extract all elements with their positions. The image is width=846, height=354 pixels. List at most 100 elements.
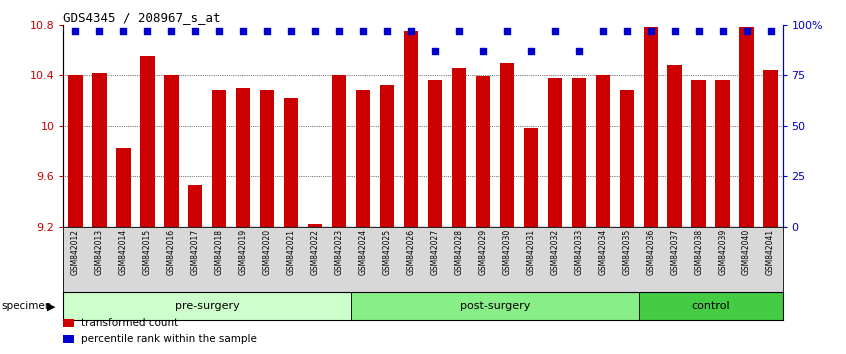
Text: GDS4345 / 208967_s_at: GDS4345 / 208967_s_at — [63, 11, 221, 24]
Point — [404, 28, 418, 34]
Text: GSM842019: GSM842019 — [239, 229, 248, 275]
Text: GSM842028: GSM842028 — [454, 229, 464, 274]
Point — [164, 28, 178, 34]
Bar — [92, 73, 107, 227]
Text: ▶: ▶ — [47, 301, 55, 311]
Text: GSM842024: GSM842024 — [359, 229, 367, 275]
Bar — [596, 75, 610, 227]
Point — [667, 28, 681, 34]
Bar — [116, 148, 130, 227]
Bar — [547, 78, 562, 227]
Text: GSM842038: GSM842038 — [695, 229, 703, 275]
Point — [452, 28, 465, 34]
Text: pre-surgery: pre-surgery — [175, 301, 239, 311]
Point — [644, 28, 657, 34]
Text: GSM842014: GSM842014 — [119, 229, 128, 275]
Text: GSM842036: GSM842036 — [646, 229, 655, 275]
Bar — [452, 68, 466, 227]
Text: GSM842012: GSM842012 — [71, 229, 80, 274]
Bar — [188, 185, 202, 227]
Point — [524, 48, 537, 54]
Point — [739, 28, 753, 34]
Bar — [260, 90, 274, 227]
Bar — [475, 76, 490, 227]
Bar — [69, 75, 83, 227]
Bar — [236, 88, 250, 227]
Point — [92, 28, 106, 34]
Point — [69, 28, 82, 34]
Bar — [351, 292, 639, 320]
Point — [620, 28, 634, 34]
Text: GSM842030: GSM842030 — [503, 229, 511, 275]
Text: GSM842031: GSM842031 — [526, 229, 536, 275]
Text: GSM842020: GSM842020 — [263, 229, 272, 275]
Bar — [404, 31, 418, 227]
Text: GSM842034: GSM842034 — [598, 229, 607, 275]
Bar — [644, 27, 658, 227]
Text: GSM842027: GSM842027 — [431, 229, 439, 275]
Text: GSM842021: GSM842021 — [287, 229, 295, 274]
Bar — [284, 98, 299, 227]
Text: GSM842022: GSM842022 — [310, 229, 320, 274]
Bar — [691, 80, 706, 227]
Bar — [572, 78, 586, 227]
Text: GSM842040: GSM842040 — [742, 229, 751, 275]
Point — [284, 28, 298, 34]
Bar — [164, 75, 179, 227]
Point — [117, 28, 130, 34]
Bar — [667, 65, 682, 227]
Bar — [716, 80, 730, 227]
Text: GSM842032: GSM842032 — [551, 229, 559, 275]
Bar — [308, 224, 322, 227]
Text: GSM842017: GSM842017 — [191, 229, 200, 275]
Point — [764, 28, 777, 34]
Text: GSM842015: GSM842015 — [143, 229, 151, 275]
Text: GSM842033: GSM842033 — [574, 229, 583, 275]
Text: percentile rank within the sample: percentile rank within the sample — [81, 334, 257, 344]
Point — [236, 28, 250, 34]
Point — [332, 28, 346, 34]
Point — [356, 28, 370, 34]
Point — [716, 28, 729, 34]
Bar — [524, 128, 538, 227]
Text: GSM842041: GSM842041 — [766, 229, 775, 275]
Bar — [356, 90, 371, 227]
Text: control: control — [691, 301, 730, 311]
Text: GSM842013: GSM842013 — [95, 229, 104, 275]
Point — [308, 28, 321, 34]
Point — [140, 28, 154, 34]
Point — [428, 48, 442, 54]
Bar — [63, 292, 351, 320]
Point — [692, 28, 706, 34]
Bar — [763, 70, 777, 227]
Point — [548, 28, 562, 34]
Point — [189, 28, 202, 34]
Bar — [500, 63, 514, 227]
Point — [212, 28, 226, 34]
Text: GSM842026: GSM842026 — [407, 229, 415, 275]
Point — [476, 48, 490, 54]
Text: GSM842029: GSM842029 — [479, 229, 487, 275]
Text: GSM842039: GSM842039 — [718, 229, 727, 275]
Bar — [380, 85, 394, 227]
Text: transformed count: transformed count — [81, 318, 179, 328]
Point — [261, 28, 274, 34]
Text: GSM842018: GSM842018 — [215, 229, 223, 274]
Bar — [739, 27, 754, 227]
Bar — [332, 75, 346, 227]
Point — [380, 28, 393, 34]
Bar — [639, 292, 783, 320]
Text: specimen: specimen — [2, 301, 52, 311]
Text: GSM842035: GSM842035 — [623, 229, 631, 275]
Bar — [428, 80, 442, 227]
Bar — [619, 90, 634, 227]
Text: GSM842023: GSM842023 — [335, 229, 343, 275]
Point — [596, 28, 609, 34]
Text: GSM842016: GSM842016 — [167, 229, 176, 275]
Bar — [212, 90, 227, 227]
Text: GSM842025: GSM842025 — [382, 229, 392, 275]
Bar — [140, 56, 155, 227]
Point — [500, 28, 514, 34]
Text: GSM842037: GSM842037 — [670, 229, 679, 275]
Point — [572, 48, 585, 54]
